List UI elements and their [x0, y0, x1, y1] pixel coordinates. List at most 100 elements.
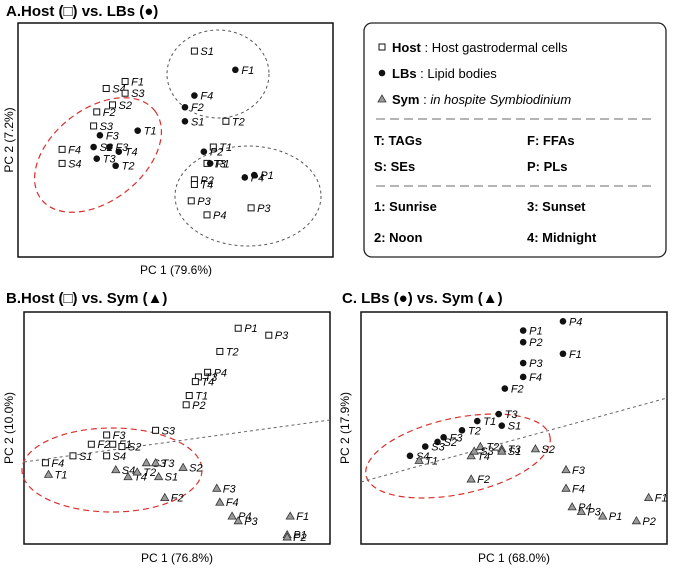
panel-a-point-label: P1: [216, 158, 229, 170]
panel-c-lbs-point: [495, 410, 503, 418]
panel-a-point-label: F4: [68, 144, 81, 156]
panel-a-lbs-point: [112, 162, 119, 170]
legend-lbs: LBs : Lipid bodies: [392, 66, 497, 81]
panel-b-sym-point: [43, 469, 54, 478]
panel-a-lbs-point: [181, 117, 189, 125]
panel-b-point-label: S3: [162, 425, 176, 437]
legend-markers: [377, 43, 387, 103]
panel-b-sym-point: [132, 467, 142, 476]
panel-c-sym-point: [469, 446, 479, 455]
panel-b-sym-point: [150, 457, 161, 467]
panel-a-lbs-point: [241, 174, 249, 181]
panel-a-host-point: [190, 180, 198, 188]
panel-c-point-label: S3: [431, 442, 445, 454]
panel-c-lbs-point: [501, 385, 509, 392]
panel-c-point-label: S2: [444, 437, 457, 449]
panel-c-point-label: F1: [655, 493, 668, 505]
panel-b-point-label: P3: [244, 516, 258, 528]
panel-a-frame: [17, 22, 334, 258]
panel-b-sym-point: [227, 511, 237, 520]
panel-a-tp-cluster: [174, 145, 322, 247]
panel-c-ylabel: PC 2 (17.9%): [338, 392, 352, 464]
panel-b-plot: P1P3T2P4T3T4T1P2S3F3F2F1S2S1S4F4T1S4S3T3…: [41, 323, 309, 544]
panel-c-lbs-point: [519, 359, 527, 367]
panel-a-point-label: S2: [119, 100, 132, 112]
panel-b-point-label: F2: [171, 493, 184, 505]
panel-a-lbs-point: [250, 171, 258, 179]
panel-a-point-label: T1: [219, 142, 232, 154]
legend-code-t: T: TAGs: [374, 133, 422, 148]
panel-b-point-label: P2: [293, 532, 306, 544]
panel-b-host-point: [191, 378, 199, 386]
panel-c-point-label: T3: [505, 409, 519, 421]
panel-a-point-label: T1: [144, 126, 157, 138]
panel-c-sym-point: [475, 441, 486, 450]
legend-sym: Sym : in hospite Symbiodinium: [392, 92, 571, 107]
panel-a-host-point: [187, 197, 195, 205]
legend-code-s: S: SEs: [374, 159, 415, 174]
panel-a-lbs-point: [206, 160, 214, 167]
panel-c-point-label: S1: [508, 446, 521, 458]
panel-a-point-label: P2: [200, 175, 213, 187]
panel-a-point-label: P3: [197, 196, 211, 208]
panel-b-point-label: S2: [128, 442, 141, 454]
panel-b-point-label: P1: [293, 530, 306, 542]
panel-b-host-point: [103, 452, 111, 460]
panel-b-sym-point: [111, 464, 121, 474]
panel-a-point-label: F1: [131, 77, 144, 89]
panel-b-host-point: [265, 331, 273, 339]
panel-a-point-label: F1: [241, 65, 254, 77]
panel-b-host-point: [234, 324, 242, 332]
panel-c-point-label: S3: [480, 446, 494, 458]
panel-a-point-label: P2: [210, 147, 223, 159]
panel-a-lbs-point: [96, 132, 104, 139]
panel-a-lbs-point: [106, 143, 113, 151]
panel-a-ylabel: PC 2 (7.2%): [2, 107, 16, 172]
panel-b-sym-point: [160, 492, 170, 502]
panel-c-point-label: P2: [642, 516, 655, 528]
panel-b-point-label: T4: [201, 377, 214, 389]
panel-c-sym-point: [414, 455, 424, 464]
panel-c-lbs-point: [519, 327, 527, 334]
panel-a-lbs-point: [90, 143, 97, 151]
panel-c-sym-point: [466, 474, 476, 483]
panel-a-lbs-point: [200, 148, 208, 155]
panel-b-sym-point: [178, 462, 188, 471]
legend-time-3: 3: Sunset: [527, 199, 586, 214]
panel-c-sym-point: [466, 451, 476, 460]
panel-c-lbs-point: [421, 443, 429, 450]
panel-a-host-point: [93, 108, 101, 116]
panel-b-point-label: F2: [97, 439, 110, 451]
panel-b-point-label: S4: [113, 451, 126, 463]
panel-b-host-point: [216, 347, 224, 355]
panel-a-point-label: S3: [100, 121, 114, 133]
panel-c-point-label: T2: [468, 425, 481, 437]
panel-c-point-label: F2: [511, 384, 524, 396]
panel-a-point-label: P3: [257, 203, 271, 215]
panel-c-sym-point: [530, 444, 541, 453]
panel-b-point-label: P2: [192, 400, 205, 412]
legend-host: Host : Host gastrodermal cells: [392, 40, 568, 55]
panel-c-title: C. LBs (●) vs. Sym (▲): [342, 290, 503, 307]
panel-b-sym-point: [141, 457, 152, 467]
panel-c-point-label: P4: [569, 316, 582, 328]
panel-b-point-label: S2: [189, 462, 202, 474]
panel-b-point-label: P4: [214, 367, 227, 379]
panel-b-point-label: F3: [113, 430, 127, 442]
panel-a-point-label: T3: [213, 158, 227, 170]
panel-a-point-label: F2: [191, 102, 204, 114]
panel-a-point-label: S4: [68, 158, 81, 170]
legend-time-2: 2: Noon: [374, 230, 422, 245]
panel-c-lbs-point: [406, 452, 414, 460]
legend-box: [363, 22, 667, 258]
panel-c-lbs-point: [458, 427, 466, 434]
panel-c-point-label: P1: [609, 511, 622, 523]
panel-b-frame: [23, 311, 331, 545]
legend-code-f: F: FFAs: [527, 133, 575, 148]
panel-b-host-point: [185, 392, 193, 400]
panel-a-host-point: [222, 117, 230, 125]
panel-c-point-label: F3: [572, 465, 586, 477]
panel-b-sym-point: [285, 511, 295, 520]
